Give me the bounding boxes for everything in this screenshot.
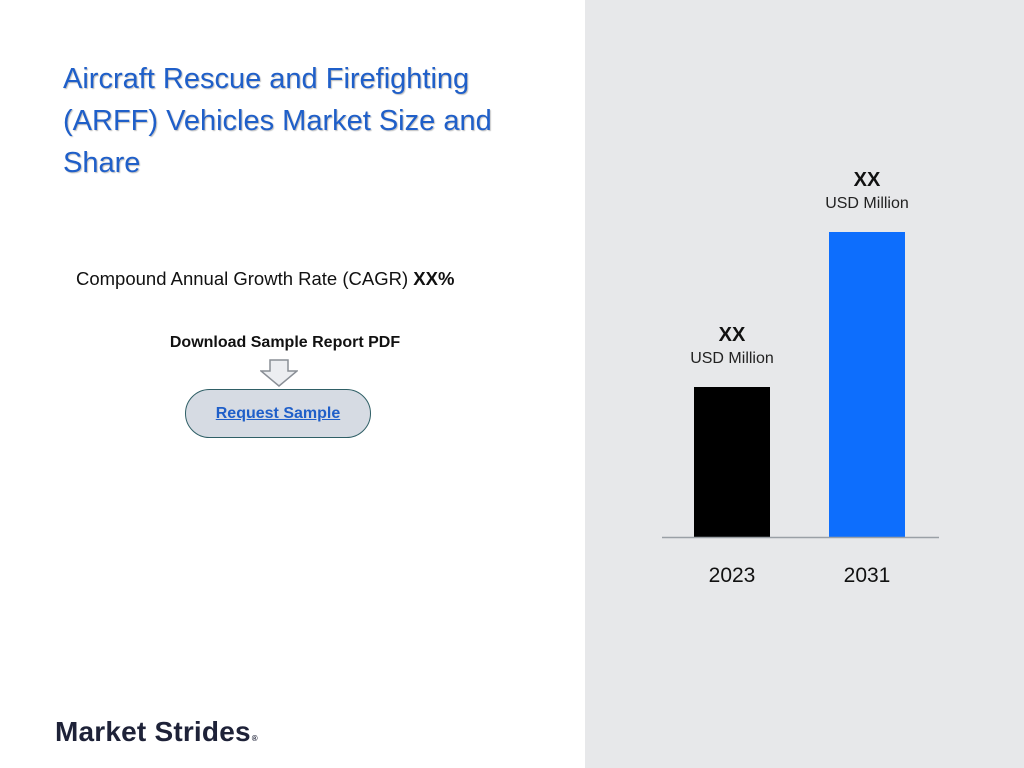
data-label-value-2023: XX: [719, 324, 746, 346]
bar-2031: [829, 232, 905, 537]
market-size-chart: XX USD Million 2023 XX USD Million 2031: [662, 169, 939, 587]
cagr-value: XX%: [413, 268, 455, 289]
right-panel: [585, 0, 1024, 768]
down-arrow-icon: [260, 359, 298, 387]
cagr-label: Compound Annual Growth Rate (CAGR): [76, 268, 409, 289]
data-label-unit-2031: USD Million: [825, 195, 909, 212]
data-label-value-2031: XX: [854, 169, 881, 191]
tick-label-2023: 2023: [709, 564, 756, 587]
tick-label-2031: 2031: [844, 564, 891, 587]
request-sample-link[interactable]: Request Sample: [215, 404, 341, 422]
page-title: Aircraft Rescue and Firefighting (ARFF) …: [63, 63, 492, 179]
cagr-text: Compound Annual Growth Rate (CAGR) XX%: [76, 268, 454, 290]
bar-2023: [694, 387, 770, 537]
left-panel: [0, 0, 585, 768]
logo-text: Market Strides: [55, 716, 251, 747]
logo-mark: ®: [251, 734, 258, 743]
data-label-unit-2023: USD Million: [690, 350, 774, 367]
market-strides-logo: Market Strides®: [55, 716, 258, 748]
request-sample-button[interactable]: Request Sample: [185, 389, 371, 438]
download-label: Download Sample Report PDF: [169, 334, 401, 351]
